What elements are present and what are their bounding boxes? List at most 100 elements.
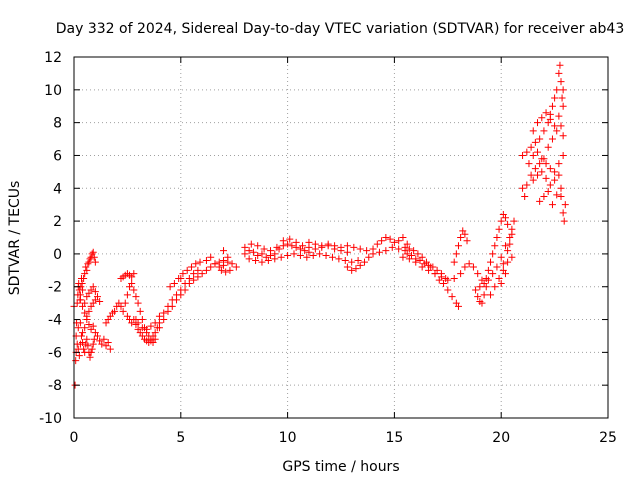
data-point xyxy=(286,235,294,243)
data-point xyxy=(429,263,437,271)
data-point xyxy=(81,324,89,332)
data-point xyxy=(519,151,527,159)
data-point xyxy=(85,320,93,328)
data-point xyxy=(491,242,499,250)
x-tick-label: 0 xyxy=(70,430,79,446)
data-point xyxy=(414,250,422,258)
data-point xyxy=(85,258,93,266)
data-point xyxy=(81,299,89,307)
data-point xyxy=(337,243,345,251)
data-point xyxy=(220,261,228,269)
data-point xyxy=(296,252,304,260)
data-point xyxy=(461,230,469,238)
y-tick-label: 10 xyxy=(44,83,62,99)
data-point xyxy=(555,160,563,168)
data-point xyxy=(83,335,91,343)
data-point xyxy=(418,263,426,271)
data-point xyxy=(341,256,349,264)
data-point xyxy=(356,261,364,269)
data-point xyxy=(264,256,272,264)
data-point xyxy=(497,253,505,261)
data-point xyxy=(546,181,554,189)
data-point xyxy=(548,102,556,110)
data-point xyxy=(521,192,529,200)
data-point xyxy=(86,353,94,361)
data-point xyxy=(89,248,97,256)
data-point xyxy=(556,61,564,69)
data-point xyxy=(538,114,546,122)
data-point xyxy=(119,307,127,315)
data-point xyxy=(331,242,339,250)
data-point xyxy=(104,339,112,347)
y-tick-label: -2 xyxy=(48,280,62,296)
data-point xyxy=(504,258,512,266)
data-point xyxy=(311,240,319,248)
data-point xyxy=(360,258,368,266)
data-point xyxy=(245,255,253,263)
data-point xyxy=(431,270,439,278)
data-point xyxy=(177,275,185,283)
data-point xyxy=(86,255,94,263)
data-point xyxy=(76,296,84,304)
data-point xyxy=(551,176,559,184)
data-point xyxy=(529,151,537,159)
data-point xyxy=(551,94,559,102)
data-point xyxy=(138,316,146,324)
data-point xyxy=(375,248,383,256)
data-point xyxy=(395,237,403,245)
data-point xyxy=(241,243,249,251)
data-point xyxy=(194,266,202,274)
data-point xyxy=(555,69,563,77)
data-point xyxy=(279,237,287,245)
data-point xyxy=(273,243,281,251)
data-point xyxy=(454,242,462,250)
data-point xyxy=(508,230,516,238)
data-point xyxy=(187,263,195,271)
data-point xyxy=(352,265,360,273)
data-point xyxy=(196,258,204,266)
data-point xyxy=(531,165,539,173)
data-point xyxy=(194,273,202,281)
data-point xyxy=(277,253,285,261)
data-point xyxy=(181,286,189,294)
data-point xyxy=(91,296,99,304)
data-point xyxy=(100,335,108,343)
data-point xyxy=(527,143,535,151)
data-point xyxy=(121,299,129,307)
data-point xyxy=(529,176,537,184)
data-point xyxy=(395,245,403,253)
data-point xyxy=(151,335,159,343)
data-point xyxy=(497,279,505,287)
data-point xyxy=(536,197,544,205)
y-tick-label: -10 xyxy=(39,411,62,427)
data-point xyxy=(454,302,462,310)
data-point xyxy=(328,253,336,261)
data-point xyxy=(493,263,501,271)
data-point xyxy=(78,279,86,287)
data-point xyxy=(111,307,119,315)
data-point xyxy=(79,329,87,337)
data-point xyxy=(388,243,396,251)
data-point xyxy=(322,252,330,260)
data-point xyxy=(185,275,193,283)
data-point xyxy=(77,332,85,340)
data-point xyxy=(198,270,206,278)
y-tick-label: 8 xyxy=(53,116,62,132)
data-point xyxy=(128,279,136,287)
data-point xyxy=(363,247,371,255)
data-point xyxy=(551,122,559,130)
data-point xyxy=(480,291,488,299)
data-point xyxy=(457,270,465,278)
data-point xyxy=(538,155,546,163)
data-point xyxy=(504,220,512,228)
data-point xyxy=(546,165,554,173)
data-point xyxy=(271,255,279,263)
data-point xyxy=(501,214,509,222)
data-point xyxy=(123,291,131,299)
data-point xyxy=(84,342,92,350)
data-point xyxy=(461,263,469,271)
y-tick-label: -6 xyxy=(48,345,62,361)
data-point xyxy=(267,247,275,255)
data-point xyxy=(89,322,97,330)
data-point xyxy=(356,245,364,253)
